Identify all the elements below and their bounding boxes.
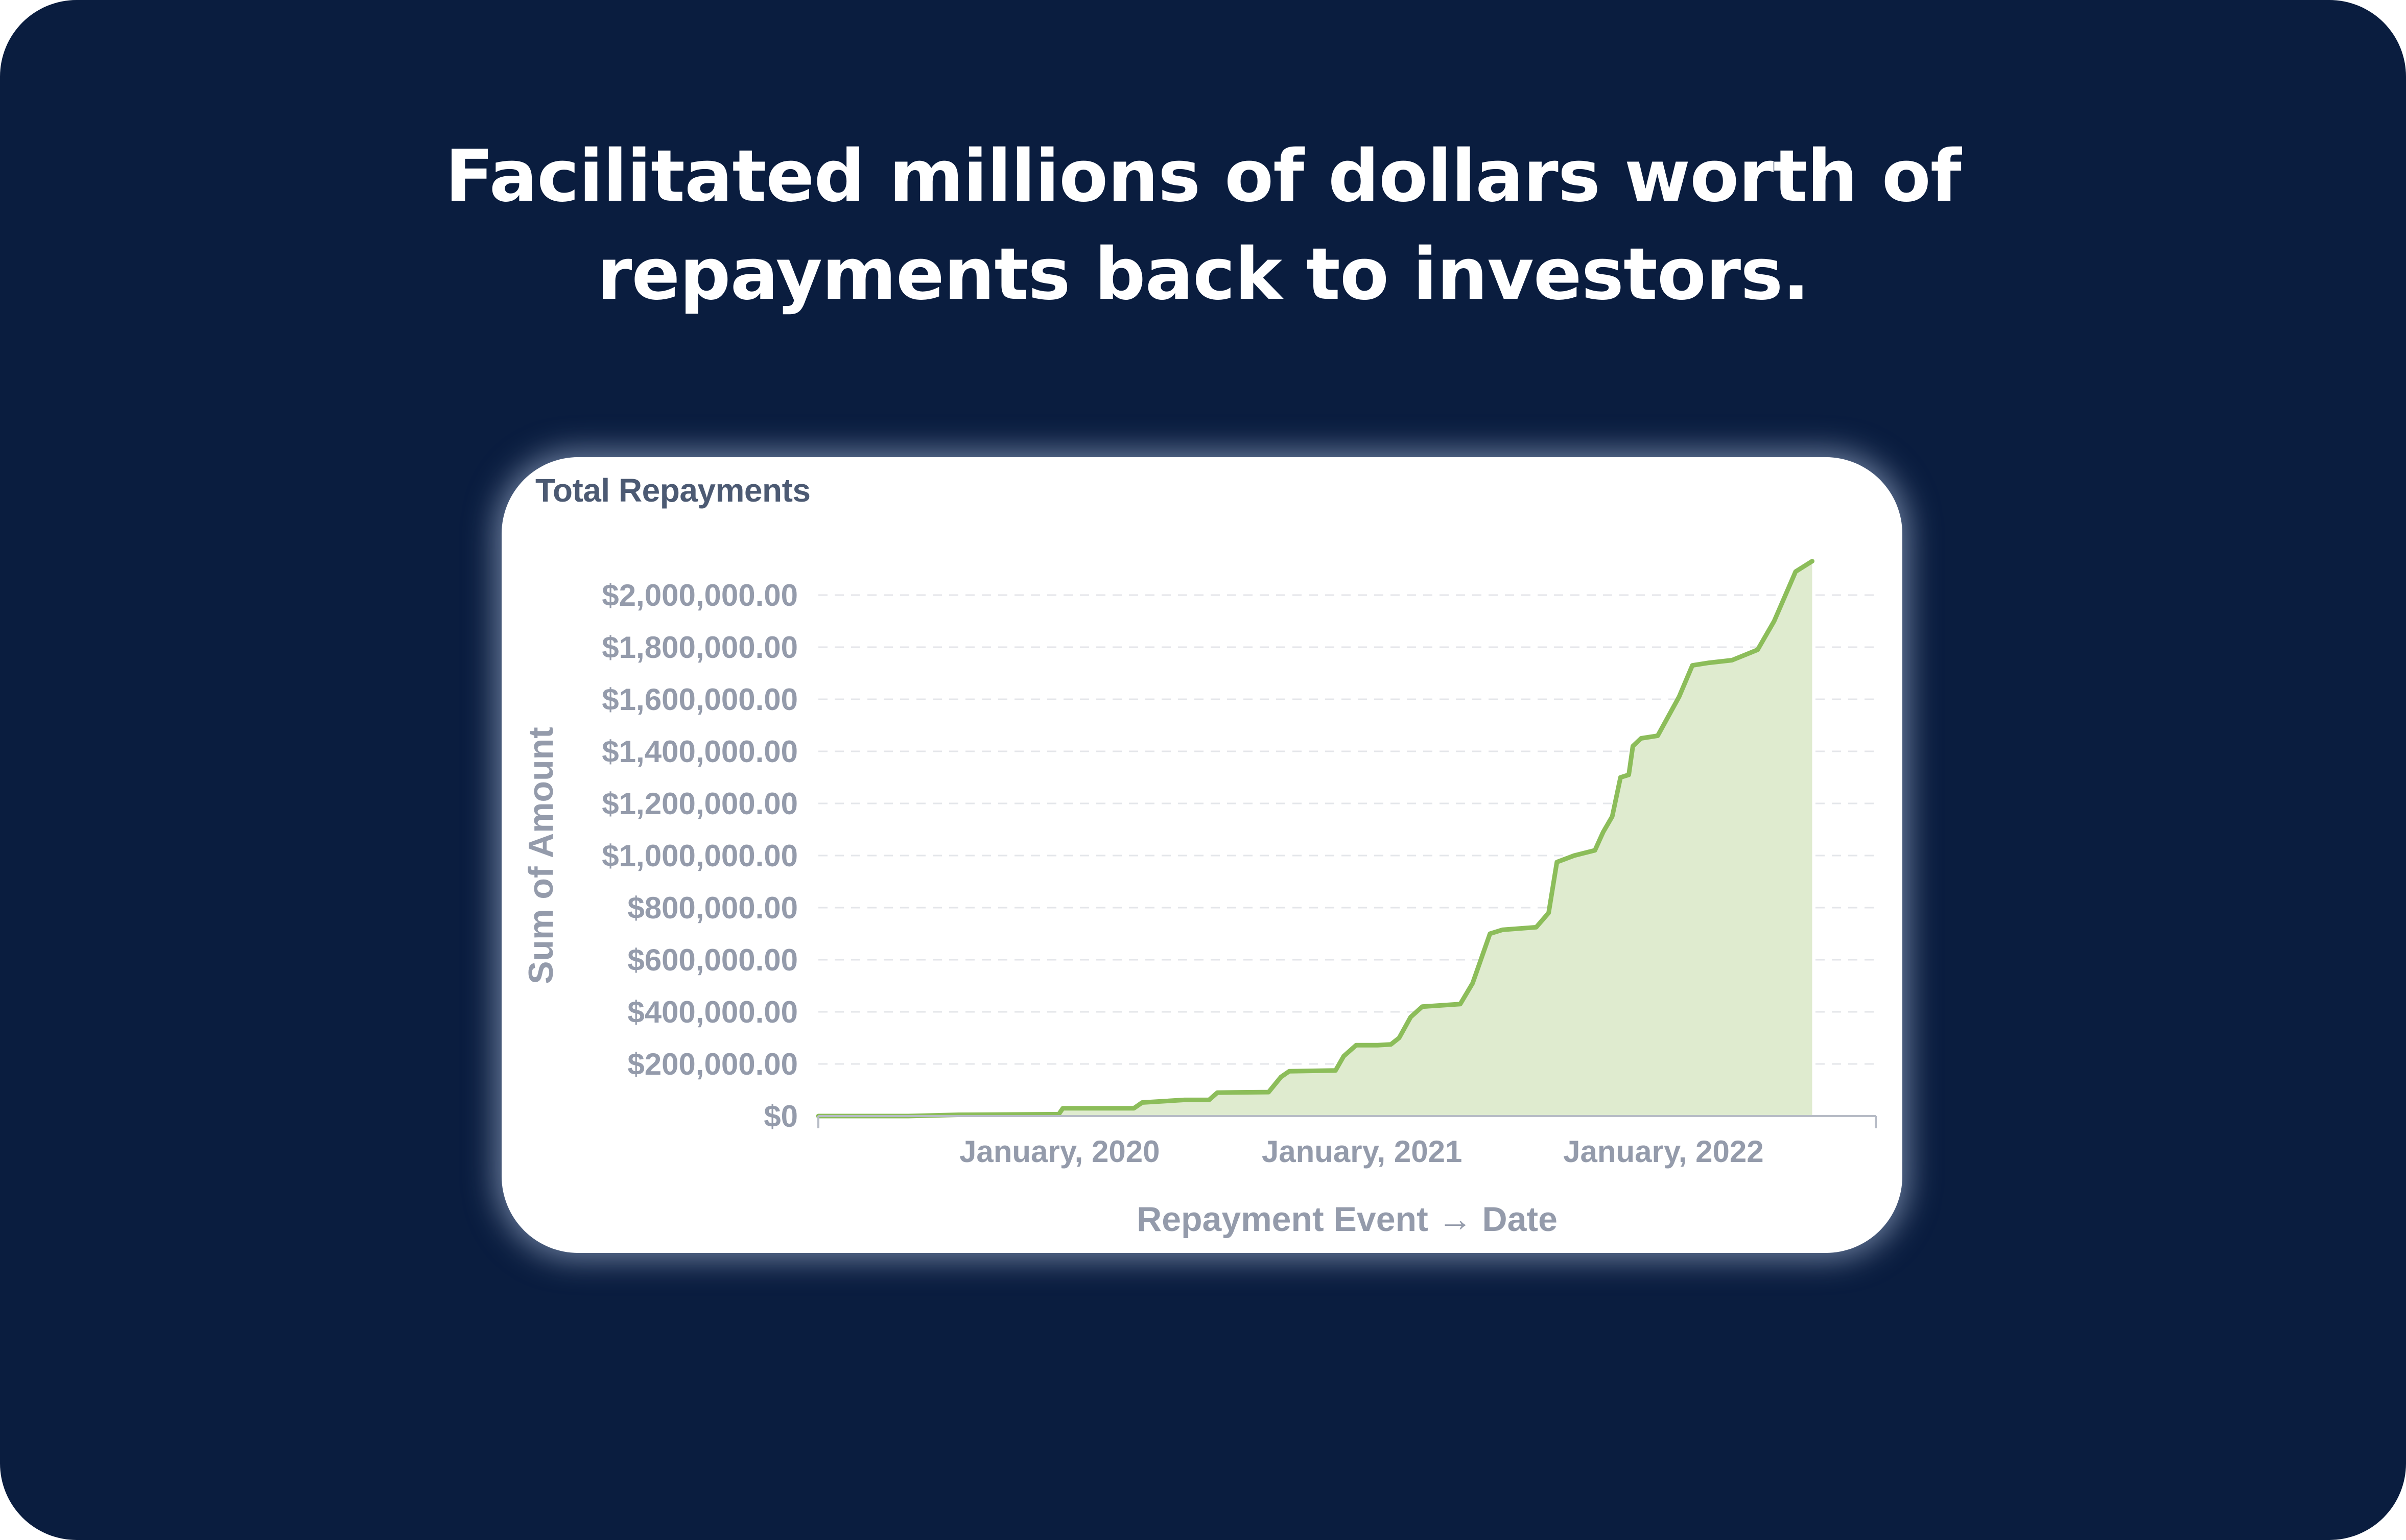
x-tick-label: January, 2021	[1262, 1134, 1463, 1169]
series-area-fill	[818, 561, 1812, 1116]
y-tick-label: $1,800,000.00	[602, 630, 798, 665]
y-tick-label: $1,000,000.00	[602, 839, 798, 873]
headline: Facilitated millions of dollars worth of…	[0, 128, 2406, 324]
y-tick-label: $0	[764, 1099, 798, 1133]
repayments-chart: $0 $200,000.00 $400,000.00 $600,000.00 $800,…	[522, 559, 1877, 1239]
series-line	[816, 559, 1814, 1119]
axes	[817, 1115, 1877, 1128]
x-axis-label: Repayment Event → Date	[1137, 1200, 1558, 1239]
y-tick-label: $1,600,000.00	[602, 682, 798, 717]
chart-card: $0 $200,000.00 $400,000.00 $600,000.00 $800,…	[502, 457, 1902, 1253]
y-tick-label: $2,000,000.00	[602, 578, 798, 612]
headline-line-2: repayments back to investors.	[597, 233, 1809, 316]
y-tick-label: $400,000.00	[627, 995, 798, 1029]
y-tick-label: $800,000.00	[627, 891, 798, 925]
y-tick-labels: $0 $200,000.00 $400,000.00 $600,000.00 $800,…	[602, 578, 798, 1133]
y-tick-label: $1,200,000.00	[602, 787, 798, 821]
y-axis-label: Sum of Amount	[522, 727, 560, 984]
x-tick-labels: January, 2020 January, 2021 January, 2022	[959, 1134, 1764, 1169]
x-tick-label: January, 2022	[1563, 1134, 1764, 1169]
headline-line-1: Facilitated millions of dollars worth of	[445, 135, 1962, 218]
y-tick-label: $1,400,000.00	[602, 735, 798, 769]
chart-title: Total Repayments	[535, 472, 811, 509]
y-tick-label: $600,000.00	[627, 943, 798, 977]
y-tick-label: $200,000.00	[627, 1047, 798, 1081]
x-tick-label: January, 2020	[959, 1134, 1160, 1169]
